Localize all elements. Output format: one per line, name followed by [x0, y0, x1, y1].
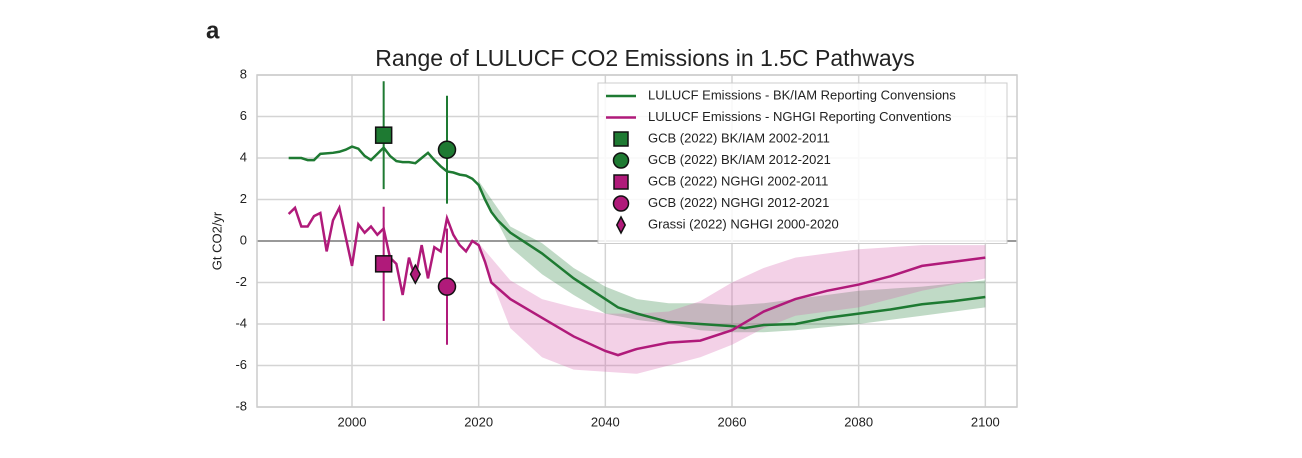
x-tick-label: 2080: [844, 414, 873, 429]
x-tick-label: 2100: [971, 414, 1000, 429]
y-axis-label: Gt CO2/yr: [209, 211, 224, 270]
legend-label: LULUCF Emissions - BK/IAM Reporting Conv…: [648, 87, 956, 102]
series-line: [287, 204, 986, 357]
y-tick-label: 8: [240, 66, 247, 81]
y-tick-label: 6: [240, 108, 247, 123]
legend-swatch: [613, 174, 629, 190]
range-band: [478, 180, 986, 333]
y-tick-label: 0: [240, 232, 247, 247]
x-tick-label: 2040: [591, 414, 620, 429]
y-tick-label: 2: [240, 191, 247, 206]
series-line: [288, 145, 986, 330]
marker: [374, 255, 393, 273]
marker: [437, 140, 457, 159]
y-tick-label: -8: [235, 398, 247, 413]
y-tick-label: -6: [235, 357, 247, 372]
legend-label: GCB (2022) BK/IAM 2002-2011: [648, 130, 830, 145]
legend-swatch: [613, 131, 629, 147]
y-tick-label: 4: [240, 149, 247, 164]
x-tick-label: 2060: [718, 414, 747, 429]
range-band: [478, 243, 986, 374]
marker: [437, 277, 457, 296]
plot-frame: [256, 74, 1018, 408]
legend-label: GCB (2022) NGHGI 2012-2021: [648, 195, 829, 210]
x-tick-label: 2020: [464, 414, 493, 429]
chart-title: Range of LULUCF CO2 Emissions in 1.5C Pa…: [375, 45, 914, 71]
legend-box: [597, 82, 1008, 244]
legend-swatch: [612, 195, 630, 212]
y-tick-label: -2: [235, 274, 247, 289]
marker: [409, 263, 421, 285]
x-tick-label: 2000: [338, 414, 367, 429]
legend-label: GCB (2022) BK/IAM 2012-2021: [648, 152, 831, 167]
legend-label: LULUCF Emissions - NGHGI Reporting Conve…: [648, 109, 952, 124]
legend-label: GCB (2022) NGHGI 2002-2011: [648, 173, 828, 188]
legend-label: Grassi (2022) NGHGI 2000-2020: [648, 216, 839, 231]
legend-swatch: [615, 215, 627, 235]
y-tick-label: -4: [235, 315, 247, 330]
panel-label: a: [206, 17, 220, 44]
marker: [374, 126, 393, 144]
legend-swatch: [612, 152, 630, 169]
